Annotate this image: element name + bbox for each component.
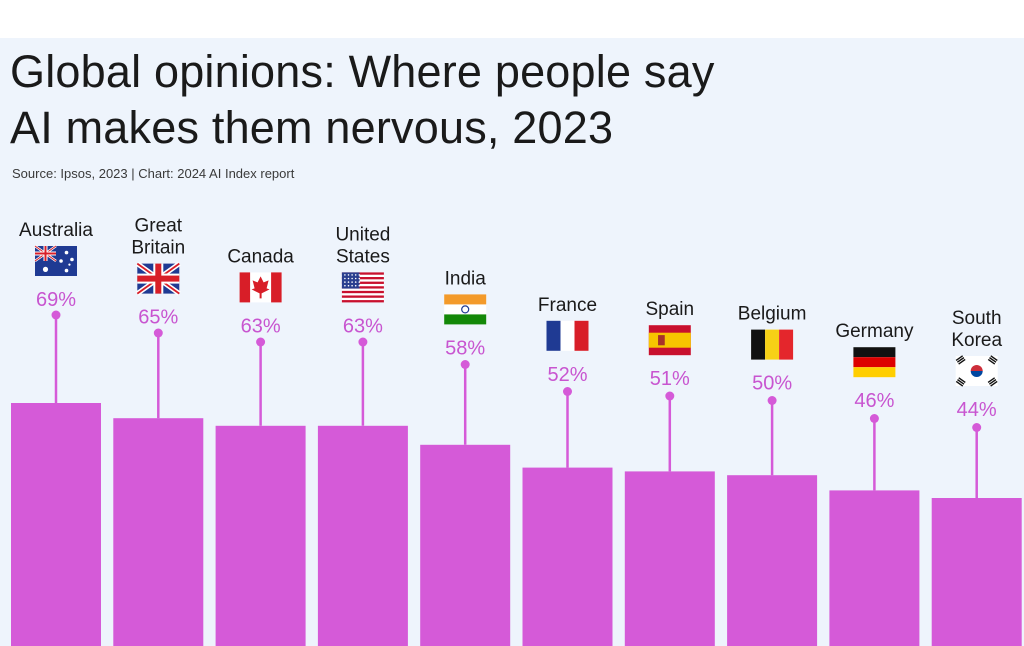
dot-spain — [665, 391, 675, 401]
bar-germany — [829, 490, 920, 646]
country-label-south-korea: Korea — [951, 330, 1002, 351]
dot-united-states — [358, 337, 368, 347]
dot-south-korea — [972, 423, 982, 432]
dot-great-britain — [153, 328, 163, 338]
bar-france — [522, 467, 613, 646]
dot-australia — [51, 310, 61, 320]
france-flag-icon — [546, 320, 589, 351]
title-line-1: Global opinions: Where people say — [10, 46, 715, 97]
bar-belgium — [727, 475, 818, 646]
spain-flag-icon — [648, 325, 691, 356]
value-label-canada: 63% — [241, 315, 281, 337]
source-note: Source: Ipsos, 2023 | Chart: 2024 AI Ind… — [12, 166, 295, 181]
bar-united-states — [317, 425, 408, 646]
chart-title: Global opinions: Where people say AI mak… — [10, 44, 1010, 156]
belgium-flag-icon — [751, 329, 794, 360]
value-label-india: 58% — [445, 337, 485, 359]
australia-flag-icon — [34, 244, 77, 276]
value-label-united-states: 63% — [343, 315, 383, 337]
country-label-france: France — [538, 295, 597, 316]
united-states-flag-icon — [341, 272, 384, 303]
country-label-canada: Canada — [227, 246, 294, 267]
india-flag-icon — [444, 294, 487, 325]
country-label-united-states: States — [336, 246, 390, 267]
country-label-spain: Spain — [645, 299, 694, 320]
great-britain-flag-icon — [135, 261, 181, 296]
country-label-belgium: Belgium — [738, 304, 807, 325]
value-label-australia: 69% — [36, 289, 76, 311]
bar-india — [420, 444, 511, 646]
country-label-great-britain: Britain — [131, 238, 185, 259]
canada-flag-icon — [239, 272, 282, 303]
bar-great-britain — [113, 418, 204, 646]
country-label-australia: Australia — [19, 220, 93, 241]
south-korea-flag-icon — [955, 355, 998, 387]
title-line-2: AI makes them nervous, 2023 — [10, 102, 614, 153]
country-label-germany: Germany — [835, 321, 914, 342]
bar-australia — [11, 403, 101, 646]
value-label-france: 52% — [547, 364, 587, 386]
country-label-south-korea: South — [952, 308, 1002, 329]
bar-spain — [624, 471, 715, 646]
value-label-germany: 46% — [854, 390, 894, 412]
bar-south-korea — [931, 498, 1022, 646]
dot-france — [563, 387, 572, 396]
country-label-great-britain: Great — [135, 216, 183, 237]
dot-canada — [256, 337, 266, 347]
dot-belgium — [767, 396, 777, 405]
bar-canada — [215, 425, 306, 646]
country-label-india: India — [445, 268, 487, 289]
dot-india — [460, 360, 470, 369]
dot-germany — [869, 414, 879, 423]
value-label-great-britain: 65% — [138, 307, 178, 329]
value-label-spain: 51% — [650, 368, 690, 390]
value-label-south-korea: 44% — [957, 399, 997, 421]
germany-flag-icon — [853, 347, 896, 378]
value-label-belgium: 50% — [752, 373, 792, 395]
country-label-united-states: United — [335, 224, 390, 245]
